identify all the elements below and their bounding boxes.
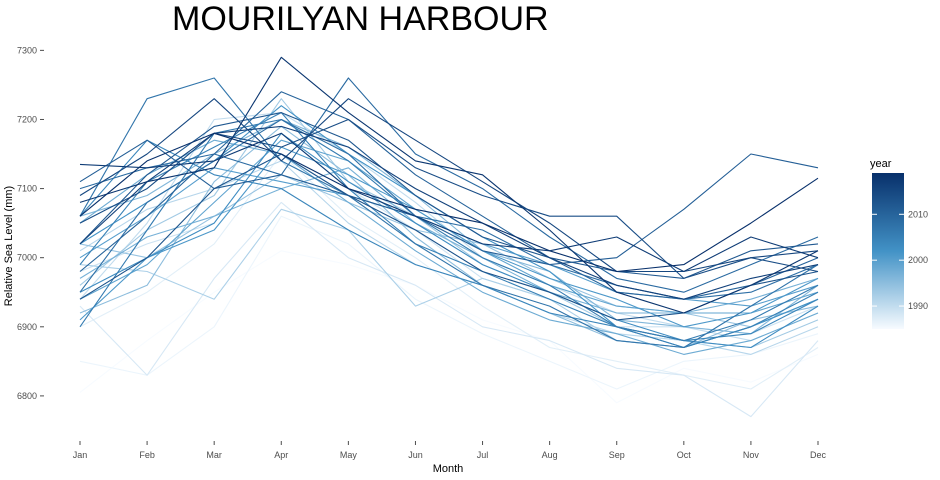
- legend-tick-label: 2000: [908, 255, 928, 265]
- series-line-2011: [79, 139, 819, 266]
- series-line-2007: [79, 77, 819, 349]
- chart-title: MOURILYAN HARBOUR: [172, 0, 549, 38]
- series-line-2005: [79, 112, 819, 349]
- y-tick-label: 7000: [17, 253, 37, 263]
- series-line-1987: [79, 153, 819, 390]
- series-line-2016: [79, 125, 819, 300]
- legend-tick-label: 2010: [908, 209, 928, 219]
- x-tick-label: Nov: [743, 450, 760, 460]
- series-line-2014: [79, 118, 819, 279]
- x-tick-label: Aug: [542, 450, 558, 460]
- x-tick-label: Jun: [408, 450, 423, 460]
- x-tick-label: Apr: [274, 450, 288, 460]
- x-tick-label: Mar: [206, 450, 222, 460]
- y-axis: 6800 6900 7000 7100 7200 7300: [17, 45, 44, 401]
- series-line-2002: [79, 105, 819, 349]
- series-line-1997: [79, 167, 819, 314]
- x-axis: Jan Feb Mar Apr May Jun Jul Aug Sep Oct Nov Dec: [73, 441, 827, 460]
- series-line-2017: [79, 132, 819, 273]
- x-tick-label: Sep: [609, 450, 625, 460]
- y-axis-title: Relative Sea Level (mm): [3, 186, 15, 306]
- series-line-2004: [79, 139, 819, 342]
- series-line-1985: [79, 250, 819, 404]
- x-axis-title: Month: [433, 463, 464, 475]
- x-tick-label: Oct: [677, 450, 692, 460]
- x-tick-label: Feb: [139, 450, 155, 460]
- series-line-1995: [79, 125, 819, 349]
- x-tick-label: May: [340, 450, 358, 460]
- series-line-2009: [79, 77, 819, 293]
- y-tick-label: 7300: [17, 45, 37, 55]
- series-line-2008: [79, 118, 819, 300]
- x-tick-label: Dec: [810, 450, 827, 460]
- legend-title: year: [870, 158, 892, 170]
- series-line-1999: [79, 139, 819, 314]
- y-tick-label: 6900: [17, 322, 37, 332]
- series-lines: [79, 56, 819, 418]
- legend: year 1990 2000 2010: [870, 158, 928, 329]
- legend-ticks: 1990 2000 2010: [872, 209, 928, 311]
- series-line-1986: [79, 215, 819, 390]
- y-tick-label: 7200: [17, 114, 37, 124]
- y-tick-label: 6800: [17, 391, 37, 401]
- x-tick-label: Jul: [477, 450, 489, 460]
- series-line-2006: [79, 118, 819, 342]
- x-tick-label: Jan: [73, 450, 88, 460]
- legend-tick-label: 1990: [908, 301, 928, 311]
- series-line-2010: [79, 91, 819, 300]
- series-line-2003: [79, 132, 819, 349]
- legend-colorbar: [872, 173, 904, 329]
- series-line-2018: [79, 56, 819, 314]
- series-line-2019: [79, 132, 819, 273]
- series-line-2015: [79, 98, 819, 273]
- y-tick-label: 7100: [17, 184, 37, 194]
- series-line-1998: [79, 139, 819, 355]
